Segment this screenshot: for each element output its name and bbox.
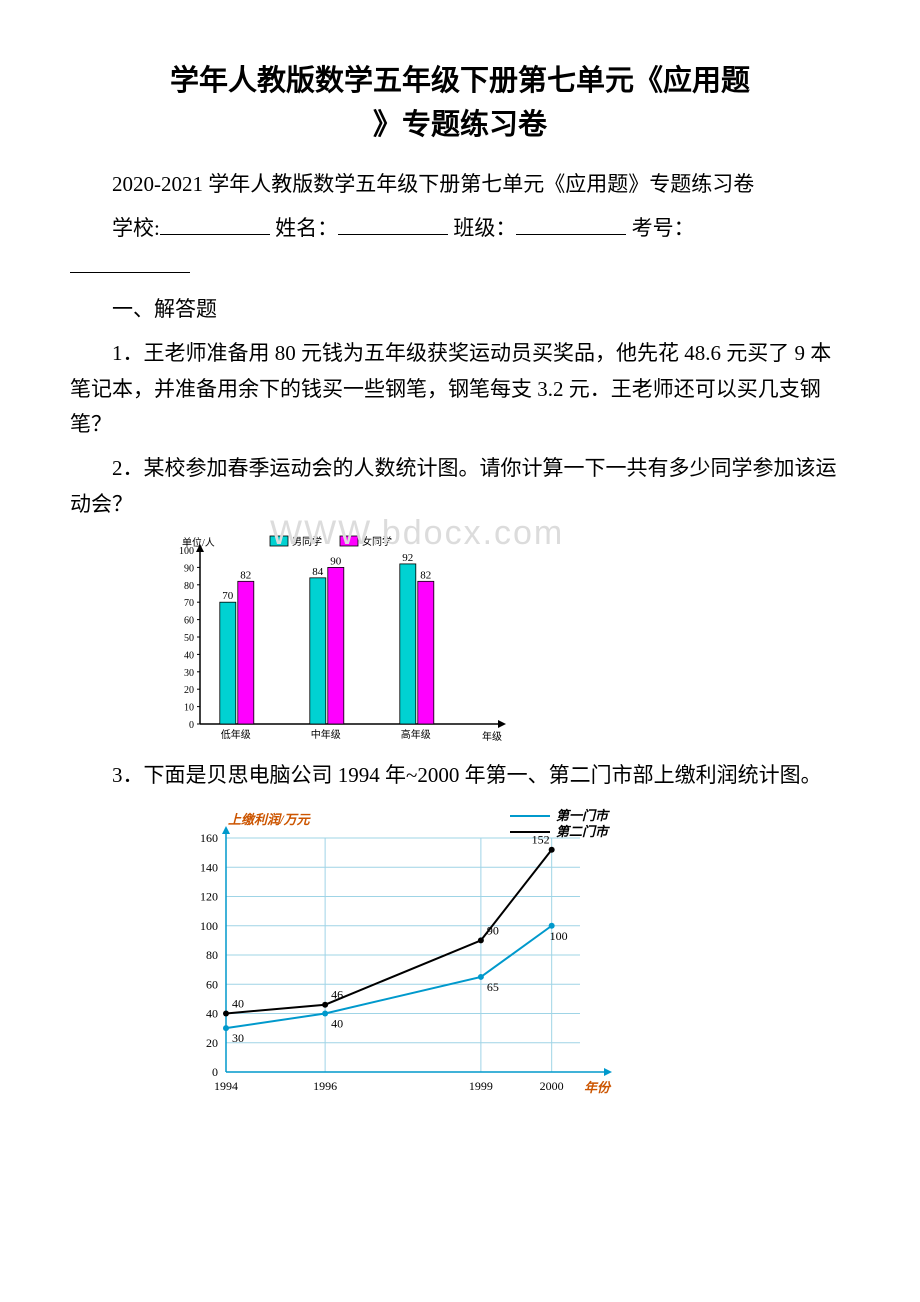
line-chart-container: 0 20 40 60 80 100 120 140 160 1994 1996 1999 2000 上缴利…	[170, 802, 850, 1102]
class-label: 班级：	[453, 216, 516, 240]
svg-text:高年级: 高年级	[401, 728, 431, 741]
question-3: 3．下面是贝思电脑公司 1994 年~2000 年第一、第二门市部上缴利润统计图…	[70, 758, 850, 794]
svg-text:152: 152	[532, 833, 550, 847]
svg-text:60: 60	[206, 977, 218, 991]
examno-label: 考号：	[632, 216, 695, 240]
svg-text:100: 100	[550, 929, 568, 943]
svg-text:80: 80	[206, 948, 218, 962]
svg-text:60: 60	[184, 616, 194, 627]
bar-chart-container: WWW.bdocx.com 0102030405060708090100单位/人…	[150, 530, 850, 750]
title-line1: 学年人教版数学五年级下册第七单元《应用题	[170, 65, 750, 97]
svg-text:1996: 1996	[313, 1079, 337, 1093]
svg-text:1999: 1999	[469, 1079, 493, 1093]
intro-text: 2020-2021 学年人教版数学五年级下册第七单元《应用题》专题练习卷	[70, 167, 850, 203]
svg-text:90: 90	[330, 556, 342, 568]
svg-text:40: 40	[232, 997, 244, 1011]
svg-text:65: 65	[487, 980, 499, 994]
school-label: 学校:	[112, 216, 160, 240]
svg-text:50: 50	[184, 633, 194, 644]
svg-text:84: 84	[312, 566, 324, 578]
section-heading: 一、解答题	[70, 292, 850, 328]
school-blank[interactable]	[160, 211, 270, 235]
svg-text:40: 40	[206, 1007, 218, 1021]
svg-text:90: 90	[184, 564, 194, 575]
svg-text:80: 80	[184, 581, 194, 592]
svg-text:男同学: 男同学	[292, 535, 322, 548]
svg-text:82: 82	[240, 570, 251, 582]
question-1: 1．王老师准备用 80 元钱为五年级获奖运动员买奖品，他先花 48.6 元买了 …	[70, 336, 850, 443]
svg-text:单位/人: 单位/人	[182, 536, 215, 549]
name-blank[interactable]	[338, 211, 448, 235]
svg-text:70: 70	[184, 599, 194, 610]
svg-text:140: 140	[200, 860, 218, 874]
svg-text:70: 70	[222, 591, 234, 603]
form-line2	[70, 248, 850, 284]
svg-text:女同学: 女同学	[362, 535, 392, 548]
svg-text:0: 0	[189, 720, 194, 731]
question-2: 2．某校参加春季运动会的人数统计图。请你计算一下一共有多少同学参加该运动会？	[70, 451, 850, 522]
svg-text:年级: 年级	[482, 730, 502, 743]
svg-text:100: 100	[200, 919, 218, 933]
class-blank[interactable]	[516, 211, 626, 235]
page-title: 学年人教版数学五年级下册第七单元《应用题 》专题练习卷	[70, 60, 850, 147]
name-label: 姓名：	[275, 216, 338, 240]
svg-text:160: 160	[200, 831, 218, 845]
svg-text:120: 120	[200, 890, 218, 904]
svg-text:中年级: 中年级	[311, 728, 341, 741]
svg-text:第一门市: 第一门市	[556, 808, 610, 823]
form-line: 学校: 姓名： 班级： 考号：	[70, 211, 850, 247]
svg-text:82: 82	[420, 570, 431, 582]
svg-text:10: 10	[184, 703, 194, 714]
svg-text:30: 30	[184, 668, 194, 679]
svg-text:第二门市: 第二门市	[556, 824, 610, 839]
svg-text:90: 90	[487, 923, 499, 937]
svg-text:0: 0	[212, 1065, 218, 1079]
svg-text:年份: 年份	[584, 1080, 612, 1095]
svg-text:低年级: 低年级	[221, 728, 251, 741]
svg-text:20: 20	[206, 1036, 218, 1050]
svg-text:40: 40	[331, 1017, 343, 1031]
title-line2: 》专题练习卷	[373, 109, 547, 141]
line-chart: 0 20 40 60 80 100 120 140 160 1994 1996 1999 2000 上缴利…	[170, 802, 650, 1102]
svg-text:40: 40	[184, 651, 194, 662]
svg-text:2000: 2000	[540, 1079, 564, 1093]
svg-text:20: 20	[184, 686, 194, 697]
svg-text:1994: 1994	[214, 1079, 238, 1093]
examno-blank[interactable]	[70, 248, 190, 272]
bar-chart: 0102030405060708090100单位/人年级男同学女同学7082低年…	[150, 530, 530, 750]
svg-text:46: 46	[331, 988, 343, 1002]
svg-text:上缴利润/万元: 上缴利润/万元	[228, 812, 312, 827]
svg-text:92: 92	[402, 552, 413, 564]
svg-text:30: 30	[232, 1031, 244, 1045]
